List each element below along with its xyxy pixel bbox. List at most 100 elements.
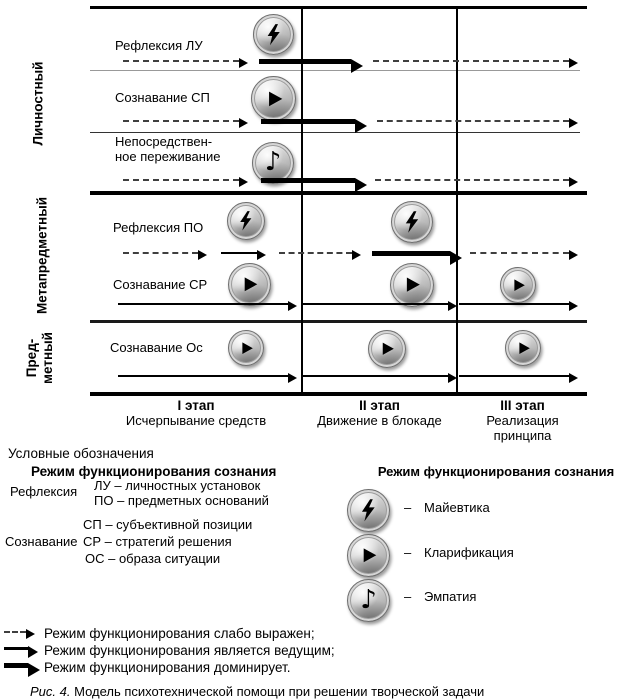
lightning-glyph (362, 499, 375, 522)
legend-right-label-clarification: Кларификация (424, 545, 514, 560)
weak-arrow (373, 58, 578, 68)
weak-arrow-legend (4, 629, 35, 639)
lightning-glyph (405, 211, 419, 233)
stage-3-title: III этап (500, 398, 545, 413)
legend-awareness-item-sp: СП – субъективной позиции (83, 517, 253, 532)
legend-right-dash: – (404, 545, 412, 560)
legend-title: Условные обозначения (8, 446, 154, 461)
weak-arrow (377, 118, 578, 128)
dominant-arrow (261, 178, 367, 192)
frame-top-border (90, 6, 587, 9)
row-label-experience-line2: ное переживание (115, 149, 221, 164)
arrow-legend-leading: Режим функционирования является ведущим; (44, 643, 335, 658)
stage-3-subtitle: Реализация принципа (486, 413, 559, 443)
lightning-icon (227, 202, 265, 240)
row-separator-1 (90, 70, 580, 71)
dominant-arrow (372, 251, 462, 265)
dominant-arrow (259, 59, 363, 73)
legend-right-dash: – (404, 500, 412, 515)
level-label-subject: Пред- метный (24, 326, 56, 390)
legend-reflection-label: Рефлексия (10, 484, 78, 499)
frame-bottom-border (90, 392, 587, 396)
row-label-experience-line1: Непосредствен- (115, 134, 213, 149)
level-label-personal: Личностный (30, 61, 46, 146)
lightning-icon (253, 14, 294, 55)
play-icon (505, 330, 541, 366)
legend-awareness-item-os: ОС – образа ситуации (85, 551, 221, 566)
stage-2-label: II этап Движение в блокаде (302, 398, 457, 428)
legend-right-label-empathy: Эмпатия (424, 589, 477, 604)
play-icon (368, 330, 406, 368)
play-glyph (407, 277, 421, 293)
legend-awareness-item-sr: СР – стратегий решения (83, 534, 232, 549)
note-glyph: ♪ (264, 147, 282, 177)
stage-1-title: I этап (177, 398, 215, 413)
note-icon: ♪ (252, 142, 294, 184)
leading-arrow (301, 301, 457, 311)
play-glyph (268, 91, 282, 106)
lightning-glyph (240, 211, 252, 231)
level-divider-1 (90, 191, 587, 195)
weak-arrow (123, 177, 248, 187)
legend-reflection-item-po: ПО – предметных оснований (94, 493, 269, 508)
play-icon (390, 263, 434, 307)
row-label-reflection-lu: Рефлексия ЛУ (115, 38, 203, 53)
legend-left-header: Режим функционирования сознания (31, 464, 277, 479)
play-glyph (514, 279, 525, 291)
play-glyph (363, 548, 377, 563)
play-glyph (242, 342, 253, 354)
weak-arrow (470, 250, 578, 260)
level-label-subject-line1: Пред- (24, 338, 39, 378)
stage-divider-2 (456, 6, 458, 396)
leading-arrow (118, 373, 297, 383)
legend-right-header: Режим функционирования сознания (377, 464, 615, 479)
weak-arrow (123, 118, 248, 128)
row-separator-2 (90, 132, 580, 133)
leading-arrow (221, 250, 266, 260)
figure-caption-prefix: Рис. 4. (30, 684, 71, 699)
play-icon (251, 76, 296, 121)
figure-caption-text: Модель психотехнической помощи при решен… (74, 684, 485, 699)
dominant-arrow (261, 119, 367, 133)
note-icon: ♪ (347, 579, 390, 622)
stage-1-subtitle: Исчерпывание средств (125, 413, 267, 428)
level-label-subject-line2: метный (40, 332, 55, 384)
arrow-legend-dominant: Режим функционирования доминирует. (44, 660, 291, 675)
play-icon (228, 330, 264, 366)
row-label-reflection-po: Рефлексия ПО (113, 220, 204, 235)
dominant-arrow-legend (4, 663, 40, 677)
weak-arrow (123, 58, 248, 68)
play-glyph (244, 277, 258, 292)
stage-divider-1 (301, 6, 303, 396)
play-glyph (382, 342, 395, 356)
note-glyph: ♪ (360, 584, 377, 615)
weak-arrow (279, 250, 361, 260)
lightning-icon (391, 201, 433, 243)
row-label-awareness-sr: Сознавание СР (113, 277, 208, 292)
legend-awareness-label: Сознавание (5, 534, 78, 549)
play-glyph (519, 342, 530, 354)
play-icon (347, 534, 390, 577)
legend-reflection-item-lu: ЛУ – личностных установок (94, 478, 261, 493)
stage-3-label: III этап Реализация принципа (457, 398, 588, 443)
play-icon (500, 267, 536, 303)
play-icon (228, 263, 271, 306)
leading-arrow (459, 373, 578, 383)
weak-arrow (375, 177, 578, 187)
lightning-glyph (267, 23, 280, 46)
level-label-metasubject: Метапредметный (34, 196, 50, 315)
row-label-awareness-os: Сознавание Ос (110, 340, 203, 355)
legend-right-label-maieutics: Майевтика (424, 500, 490, 515)
leading-arrow (118, 301, 297, 311)
figure-caption: Рис. 4. Модель психотехнической помощи п… (30, 684, 484, 699)
weak-arrow (123, 250, 207, 260)
arrow-legend-weak: Режим функционирования слабо выражен; (44, 626, 315, 641)
leading-arrow (301, 373, 457, 383)
row-label-awareness-sp: Сознавание СП (115, 90, 210, 105)
leading-arrow-legend (4, 646, 38, 658)
stage-2-subtitle: Движение в блокаде (317, 413, 442, 428)
legend-right-dash: – (404, 589, 412, 604)
lightning-icon (347, 489, 390, 532)
level-divider-2 (90, 320, 587, 323)
